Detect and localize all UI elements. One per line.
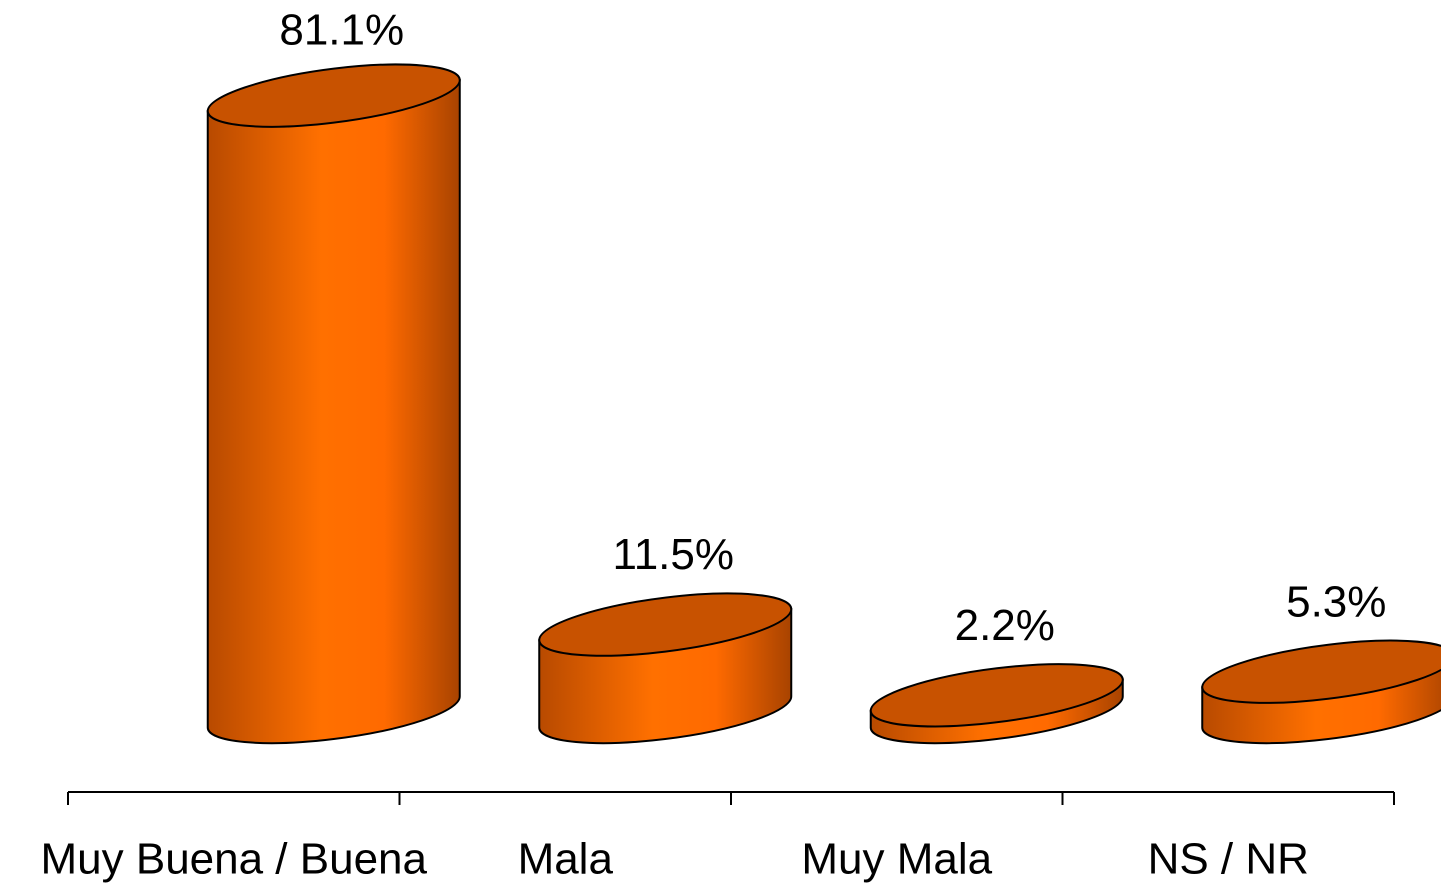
bar-top [1201, 639, 1441, 704]
data-label: 11.5% [613, 530, 735, 579]
bar-top [538, 592, 793, 657]
bar [538, 592, 793, 745]
x-tick-label: Muy Mala [801, 835, 992, 884]
data-label: 5.3% [1286, 577, 1386, 626]
data-label: 2.2% [955, 601, 1055, 650]
bar-top [869, 663, 1124, 728]
x-tick-label: Mala [518, 835, 614, 884]
bar [206, 63, 461, 745]
bar [869, 663, 1124, 745]
bar [1201, 639, 1441, 745]
x-tick-label: Muy Buena / Buena [41, 835, 428, 884]
bar-top [206, 63, 461, 128]
x-tick-label: NS / NR [1148, 835, 1309, 884]
bar-body [206, 79, 461, 745]
data-label: 81.1% [279, 5, 404, 54]
